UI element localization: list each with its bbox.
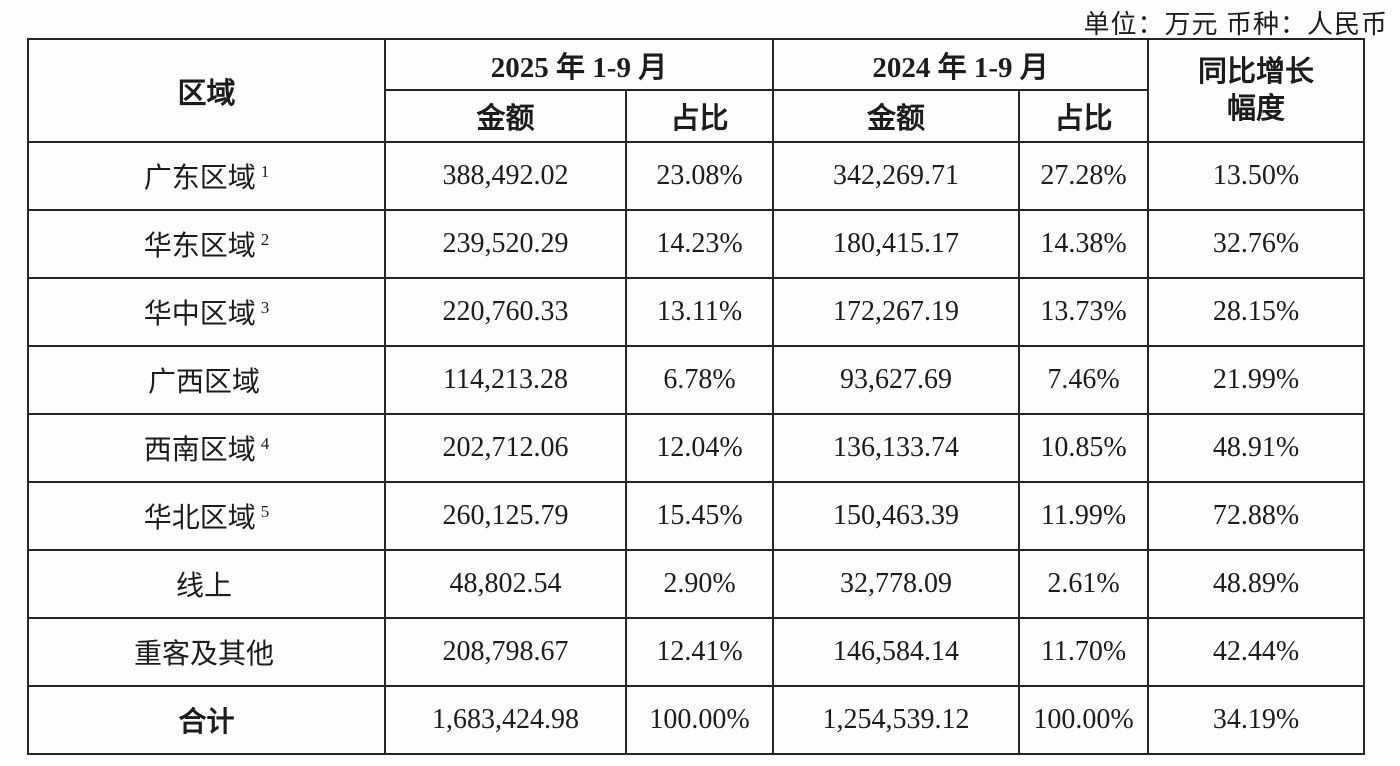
region-footnote-marker: 5: [260, 501, 270, 521]
yoy-cell: 21.99%: [1147, 345, 1366, 415]
col-header-share-2025: 占比: [624, 89, 775, 143]
amount-2024-cell: 93,627.69: [772, 345, 1021, 415]
region-cell: 华中区域 3: [27, 277, 386, 347]
share-2024-cell: 2.61%: [1018, 549, 1150, 619]
yoy-cell: 42.44%: [1147, 617, 1366, 687]
region-cell: 广东区域 1: [27, 141, 386, 211]
region-name: 华中区域: [143, 299, 256, 330]
amount-2024-cell: 342,269.71: [772, 141, 1021, 211]
amount-2024-cell: 172,267.19: [772, 277, 1021, 347]
amount-2024-cell: 32,778.09: [772, 549, 1021, 619]
header-row-measures: 金额 占比 金额 占比: [28, 89, 1364, 143]
col-header-amount-2025: 金额: [384, 89, 627, 143]
region-name: 广东区域: [143, 163, 256, 194]
region-cell: 广西区域: [27, 345, 386, 415]
regional-revenue-table: 区域 2025 年 1-9 月 2024 年 1-9 月 同比增长 幅度 金额 …: [27, 38, 1366, 755]
amount-2025-cell: 208,798.67: [384, 617, 627, 687]
share-2024-cell: 10.85%: [1018, 413, 1150, 483]
share-2025-cell: 6.78%: [624, 345, 775, 415]
region-cell: 重客及其他: [27, 617, 386, 687]
amount-2025-cell: 202,712.06: [384, 413, 627, 483]
col-header-amount-2024: 金额: [772, 89, 1021, 143]
share-2025-cell: 12.41%: [624, 617, 775, 687]
region-footnote-marker: 2: [260, 229, 270, 249]
table-row-guangdong: 广东区域 1 388,492.02 23.08% 342,269.71 27.28…: [27, 141, 1366, 211]
region-cell: 华北区域 5: [27, 481, 386, 551]
total-amount-2024-cell: 1,254,539.12: [772, 685, 1021, 755]
col-header-period-2025: 2025 年 1-9 月: [383, 38, 775, 91]
unit-currency-note: 单位：万元 币种：人民币: [1083, 10, 1388, 39]
amount-2025-cell: 260,125.79: [384, 481, 627, 551]
region-footnote-marker: 3: [260, 297, 270, 317]
table-row-huadong: 华东区域 2 239,520.29 14.23% 180,415.17 14.38…: [27, 209, 1366, 279]
share-2024-cell: 27.28%: [1018, 141, 1150, 211]
total-share-2025-cell: 100.00%: [624, 685, 775, 755]
table-row-online: 线上 48,802.54 2.90% 32,778.09 2.61% 48.89…: [27, 549, 1366, 619]
total-label-cell: 合计: [27, 685, 386, 755]
col-header-period-2024: 2024 年 1-9 月: [772, 38, 1150, 91]
share-2024-cell: 7.46%: [1018, 345, 1150, 415]
amount-2024-cell: 136,133.74: [772, 413, 1021, 483]
amount-2024-cell: 150,463.39: [772, 481, 1021, 551]
region-name: 西南区域: [143, 435, 256, 466]
amount-2025-cell: 114,213.28: [384, 345, 627, 415]
share-2025-cell: 13.11%: [624, 277, 775, 347]
share-2025-cell: 14.23%: [624, 209, 775, 279]
region-name: 华东区域: [143, 231, 256, 262]
region-name: 线上: [175, 571, 232, 602]
amount-2024-cell: 146,584.14: [772, 617, 1021, 687]
col-header-region: 区域: [27, 38, 386, 143]
yoy-cell: 72.88%: [1147, 481, 1366, 551]
col-header-share-2024: 占比: [1018, 89, 1150, 143]
header-row-periods: 区域 2025 年 1-9 月 2024 年 1-9 月 同比增长 幅度: [27, 38, 1366, 143]
yoy-cell: 28.15%: [1147, 277, 1366, 347]
table-row-guangxi: 广西区域 114,213.28 6.78% 93,627.69 7.46% 21…: [27, 345, 1366, 415]
amount-2025-cell: 48,802.54: [384, 549, 627, 619]
table-row-xinan: 西南区域 4 202,712.06 12.04% 136,133.74 10.85…: [27, 413, 1366, 483]
share-2024-cell: 13.73%: [1018, 277, 1150, 347]
region-cell: 线上: [27, 549, 386, 619]
yoy-cell: 48.89%: [1147, 549, 1366, 619]
share-2025-cell: 23.08%: [624, 141, 775, 211]
amount-2025-cell: 239,520.29: [384, 209, 627, 279]
region-cell: 华东区域 2: [27, 209, 386, 279]
total-share-2024-cell: 100.00%: [1018, 685, 1150, 755]
table-row-huazhong: 华中区域 3 220,760.33 13.11% 172,267.19 13.73…: [27, 277, 1366, 347]
total-yoy-cell: 34.19%: [1147, 685, 1366, 755]
table-row-total: 合计 1,683,424.98 100.00% 1,254,539.12 100…: [27, 685, 1366, 755]
share-2024-cell: 11.99%: [1018, 481, 1150, 551]
yoy-cell: 48.91%: [1147, 413, 1366, 483]
share-2025-cell: 12.04%: [624, 413, 775, 483]
table-row-key-accounts-other: 重客及其他 208,798.67 12.41% 146,584.14 11.70…: [27, 617, 1366, 687]
region-cell: 西南区域 4: [27, 413, 386, 483]
region-name: 广西区域: [147, 367, 260, 398]
region-footnote-marker: 1: [260, 161, 270, 181]
col-header-yoy-growth-line2: 幅度: [1227, 92, 1286, 125]
share-2025-cell: 2.90%: [624, 549, 775, 619]
total-amount-2025-cell: 1,683,424.98: [384, 685, 627, 755]
col-header-yoy-growth-line1: 同比增长: [1198, 56, 1315, 89]
region-name: 重客及其他: [133, 639, 274, 670]
share-2024-cell: 14.38%: [1018, 209, 1150, 279]
region-name: 华北区域: [143, 503, 256, 534]
amount-2025-cell: 220,760.33: [384, 277, 627, 347]
amount-2024-cell: 180,415.17: [772, 209, 1021, 279]
yoy-cell: 32.76%: [1147, 209, 1366, 279]
amount-2025-cell: 388,492.02: [384, 141, 627, 211]
col-header-yoy-growth: 同比增长 幅度: [1147, 38, 1366, 143]
region-footnote-marker: 4: [260, 433, 270, 453]
yoy-cell: 13.50%: [1147, 141, 1366, 211]
table-row-huabei: 华北区域 5 260,125.79 15.45% 150,463.39 11.99…: [27, 481, 1366, 551]
share-2025-cell: 15.45%: [624, 481, 775, 551]
share-2024-cell: 11.70%: [1018, 617, 1150, 687]
